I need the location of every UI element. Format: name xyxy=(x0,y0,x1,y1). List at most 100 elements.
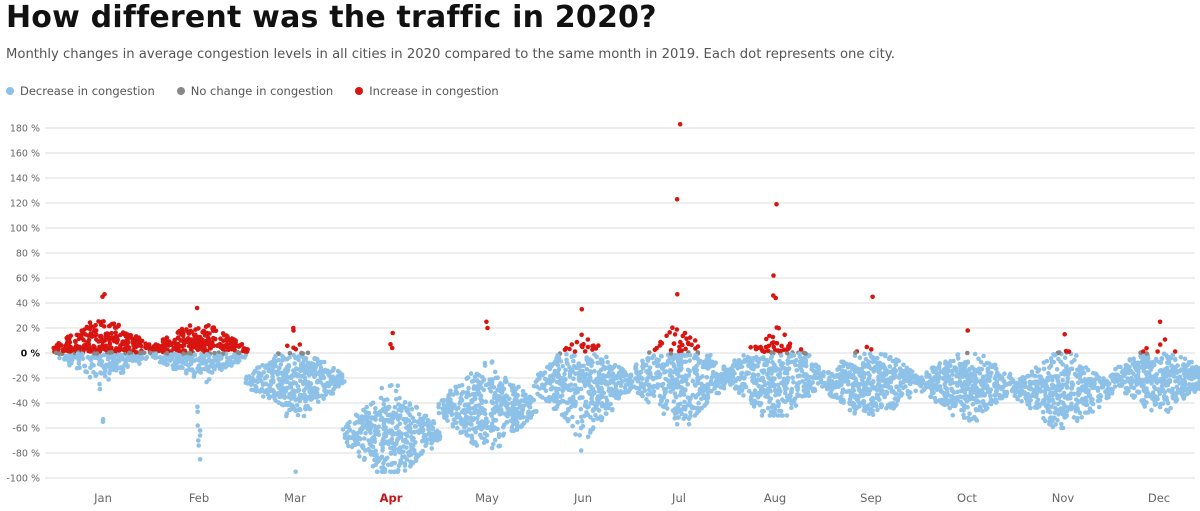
city-dot xyxy=(680,333,686,339)
city-dot xyxy=(676,415,681,420)
city-dot xyxy=(459,391,464,397)
city-dot xyxy=(128,354,134,360)
city-dot xyxy=(1184,374,1189,379)
city-dot xyxy=(424,441,429,446)
city-dot xyxy=(732,358,737,363)
city-dot xyxy=(153,342,158,348)
city-dot xyxy=(96,319,101,324)
city-dot xyxy=(701,395,707,401)
city-dot xyxy=(970,378,975,383)
city-dot xyxy=(934,370,939,376)
city-dot xyxy=(263,381,268,387)
city-dot xyxy=(981,401,987,406)
city-dot xyxy=(127,350,132,356)
city-dot xyxy=(509,425,515,430)
city-dot xyxy=(262,389,268,395)
city-dot xyxy=(1015,396,1020,402)
city-dot xyxy=(471,384,477,389)
city-dot xyxy=(390,432,395,438)
city-dot xyxy=(329,379,335,385)
city-dot xyxy=(426,419,432,424)
city-dot xyxy=(1007,380,1013,386)
city-dot xyxy=(673,393,679,399)
city-dot xyxy=(775,382,781,388)
city-dot xyxy=(681,404,687,410)
city-dot xyxy=(702,388,707,393)
city-dot xyxy=(633,376,638,381)
city-dot xyxy=(133,349,139,355)
city-dot xyxy=(778,408,784,414)
city-dot xyxy=(725,367,731,373)
city-dot xyxy=(335,374,340,379)
city-dot xyxy=(100,294,105,300)
city-dot xyxy=(666,383,672,388)
city-dot xyxy=(606,386,612,392)
city-dot xyxy=(183,361,188,367)
city-dot xyxy=(976,407,982,413)
city-dot xyxy=(982,362,987,368)
city-dot xyxy=(479,427,484,432)
city-dot xyxy=(783,390,788,396)
x-tick-label: Jan xyxy=(93,491,112,505)
city-dot xyxy=(806,353,811,359)
city-dot xyxy=(489,360,495,365)
y-tick-label: 80 % xyxy=(16,249,40,260)
city-dot xyxy=(408,463,414,469)
city-dot xyxy=(906,371,912,376)
city-dot xyxy=(770,334,776,340)
city-dot xyxy=(852,410,858,415)
city-dot xyxy=(306,371,311,376)
city-dot xyxy=(534,408,539,414)
city-dot xyxy=(216,342,221,348)
city-dot xyxy=(613,391,619,397)
city-dot xyxy=(999,386,1004,392)
city-dot xyxy=(954,372,960,378)
city-dot xyxy=(399,406,405,412)
city-dot xyxy=(948,358,953,364)
city-dot xyxy=(639,390,645,395)
city-dot xyxy=(370,436,376,442)
city-dot xyxy=(596,372,602,377)
city-dot xyxy=(1055,383,1061,389)
city-dot xyxy=(881,383,887,389)
city-dot xyxy=(728,382,733,387)
city-dot xyxy=(859,373,864,379)
city-dot xyxy=(688,410,693,415)
city-dot xyxy=(758,392,763,398)
city-dot xyxy=(802,373,808,378)
city-dot xyxy=(829,387,835,392)
city-dot xyxy=(364,404,370,410)
city-dot xyxy=(1075,415,1080,421)
city-dot xyxy=(720,375,725,380)
city-dot xyxy=(680,342,685,348)
city-dot xyxy=(836,384,841,390)
city-dot xyxy=(255,365,260,371)
city-dot xyxy=(256,374,261,379)
city-dot xyxy=(101,346,106,351)
city-dot xyxy=(79,335,84,340)
city-dot xyxy=(448,388,453,394)
city-dot xyxy=(783,382,788,388)
city-dot xyxy=(779,343,784,349)
city-dot xyxy=(446,393,451,398)
city-dot xyxy=(1156,359,1162,365)
city-dot xyxy=(293,397,298,403)
city-dot xyxy=(784,347,790,352)
city-dot xyxy=(787,341,793,347)
city-dot xyxy=(856,370,861,375)
city-dot xyxy=(390,440,396,446)
city-dot xyxy=(943,385,948,390)
city-dot xyxy=(500,397,505,403)
city-dot xyxy=(450,392,456,397)
y-tick-label: -40 % xyxy=(12,399,40,410)
city-dot xyxy=(774,325,779,330)
city-dot xyxy=(870,359,876,365)
city-dot xyxy=(509,400,515,406)
city-dot xyxy=(879,352,884,357)
city-dot xyxy=(381,436,386,442)
city-dot xyxy=(1054,367,1060,372)
x-tick-label: Mar xyxy=(284,491,306,505)
city-dot xyxy=(138,355,144,361)
city-dot xyxy=(556,366,562,372)
city-dot xyxy=(381,422,387,428)
